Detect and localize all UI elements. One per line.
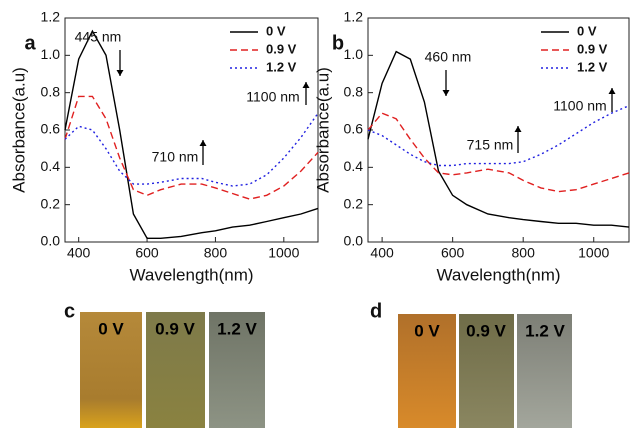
series-line [64,112,319,187]
legend-label: 0 V [266,23,286,38]
series-line [64,95,319,200]
legend-label: 1.2 V [266,59,297,74]
x-tick-label: 600 [441,245,465,261]
y-tick-label: 0.8 [41,83,61,99]
y-tick-label: 0.8 [344,83,364,99]
vial-label: 0.9 V [155,319,195,338]
panel-label: a [24,32,36,54]
x-tick-label: 600 [135,245,159,261]
annotation: 1100 nm [246,89,299,105]
vial-label: 0.9 V [466,321,506,340]
y-axis-title: Absorbance(a.u) [9,67,28,193]
annotation: 460 nm [425,49,472,65]
arrow-head [442,90,450,96]
y-tick-label: 1.2 [344,9,364,25]
panel-label: b [332,32,344,54]
vial [517,314,572,428]
vial [459,314,514,428]
x-tick-label: 1000 [268,245,299,261]
series-line [64,29,319,239]
photo-c: c 0 V 0.9 V 1.2 V [64,300,265,428]
annotation: 1100 nm [553,98,606,114]
y-tick-label: 0.4 [41,158,61,174]
annotation: 445 nm [75,29,122,45]
series-line [367,112,630,193]
vial-label: 1.2 V [217,319,257,338]
x-tick-label: 800 [512,245,536,261]
y-tick-label: 0.2 [41,195,61,211]
panel-label: c [64,300,75,322]
legend-label: 1.2 V [577,59,608,74]
series-line [367,105,630,167]
y-tick-label: 1.0 [344,46,364,62]
vial-label: 0 V [98,319,124,338]
vial [146,312,205,428]
arrow-head [608,88,616,94]
y-tick-label: 0.2 [344,195,364,211]
panel-label: d [370,300,382,322]
arrow-head [116,70,124,76]
y-tick-label: 0.0 [41,233,61,249]
vial [209,312,265,428]
y-tick-label: 0.6 [41,121,61,137]
legend-label: 0 V [577,23,597,38]
x-axis-title: Wavelength(nm) [436,265,560,284]
vial-label: 0 V [414,321,440,340]
arrow-head [199,140,207,146]
arrow-head [514,126,522,132]
x-axis-title: Wavelength(nm) [129,265,253,284]
y-tick-label: 0.4 [344,158,364,174]
vial-label: 1.2 V [525,321,565,340]
vial [398,314,456,428]
series-line [367,50,630,228]
legend-label: 0.9 V [577,41,608,56]
vial [80,312,142,428]
x-tick-label: 800 [204,245,228,261]
y-tick-label: 1.2 [41,9,61,25]
annotation: 710 nm [152,149,199,165]
y-tick-label: 0.0 [344,233,364,249]
x-tick-label: 400 [67,245,91,261]
legend-label: 0.9 V [266,41,297,56]
y-axis-title: Absorbance(a.u) [313,67,332,193]
arrow-head [302,82,310,88]
photo-d: d 0 V 0.9 V 1.2 V [370,300,572,428]
annotation: 715 nm [467,137,514,153]
x-tick-label: 1000 [578,245,609,261]
y-tick-label: 1.0 [41,46,61,62]
y-tick-label: 0.6 [344,121,364,137]
x-tick-label: 400 [370,245,394,261]
